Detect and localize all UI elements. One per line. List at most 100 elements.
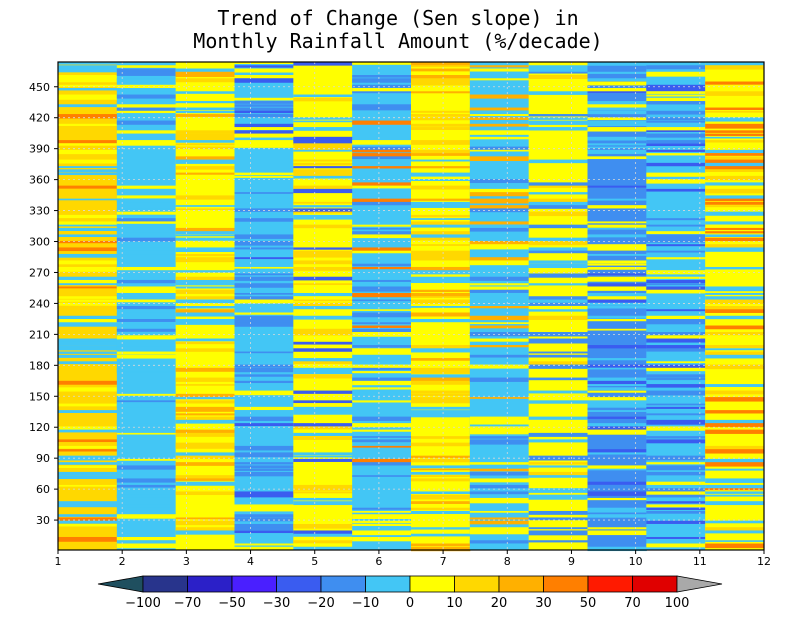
heatmap-stripe <box>116 65 177 68</box>
heatmap-stripe <box>411 543 471 547</box>
heatmap-stripe <box>705 123 765 129</box>
heatmap-stripe <box>587 244 647 250</box>
heatmap-stripe <box>293 205 353 208</box>
heatmap-stripe <box>234 75 294 79</box>
heatmap-stripe <box>352 536 412 542</box>
heatmap-stripe <box>705 227 765 231</box>
heatmap-stripe <box>411 62 471 67</box>
heatmap-stripe <box>352 400 412 403</box>
heatmap-stripe <box>175 143 235 146</box>
heatmap-stripe <box>646 91 706 94</box>
heatmap-stripe <box>469 345 530 348</box>
heatmap-stripe <box>234 65 294 68</box>
heatmap-stripe <box>293 136 353 141</box>
heatmap-stripe <box>646 536 706 539</box>
heatmap-stripe <box>705 478 765 483</box>
colorbar-high-arrow <box>676 575 723 593</box>
heatmap-stripe <box>469 179 530 184</box>
heatmap-stripe <box>646 361 706 364</box>
heatmap-stripe <box>175 338 235 342</box>
heatmap-stripe <box>646 283 706 286</box>
heatmap-stripe <box>646 465 706 471</box>
heatmap-stripe <box>352 364 412 370</box>
heatmap-stripe <box>175 445 235 449</box>
heatmap-stripe <box>293 299 353 302</box>
heatmap-stripe <box>293 546 353 551</box>
heatmap-stripe <box>58 449 118 452</box>
heatmap-stripe <box>587 260 647 264</box>
heatmap-stripe <box>352 250 412 254</box>
heatmap-stripe <box>58 484 118 487</box>
x-axis: 1 2 3 4 5 6 7 8 9 10 11 12 <box>55 550 771 568</box>
heatmap-stripe <box>234 208 294 212</box>
heatmap-stripe <box>469 416 530 421</box>
heatmap-stripe <box>58 387 118 392</box>
heatmap-stripe <box>528 309 588 312</box>
heatmap-stripe <box>411 374 471 379</box>
heatmap-stripe <box>293 185 353 190</box>
heatmap-stripe <box>352 185 412 189</box>
heatmap-stripe <box>469 364 530 369</box>
heatmap-stripe <box>293 361 353 365</box>
heatmap-stripe <box>528 91 588 95</box>
heatmap-stripe <box>116 514 177 519</box>
heatmap-stripe <box>411 68 471 72</box>
heatmap-stripe <box>175 231 235 235</box>
heatmap-stripe <box>705 65 765 70</box>
heatmap-stripe <box>587 104 647 109</box>
heatmap-stripe <box>705 299 765 305</box>
heatmap-stripe <box>175 78 235 83</box>
heatmap-stripe <box>352 439 412 443</box>
heatmap-stripe <box>528 416 588 420</box>
heatmap-stripe <box>469 510 530 513</box>
heatmap-stripe <box>175 413 235 416</box>
heatmap-column-month-5 <box>293 62 353 551</box>
heatmap-stripe <box>352 156 412 160</box>
heatmap-stripe <box>469 244 530 249</box>
heatmap-stripe <box>469 397 530 399</box>
heatmap-stripe <box>352 149 412 153</box>
heatmap-stripe <box>528 198 588 203</box>
heatmap-stripe <box>587 400 647 405</box>
heatmap-stripe <box>58 104 118 108</box>
heatmap-stripe <box>705 462 765 467</box>
heatmap-stripe <box>646 117 706 121</box>
heatmap-stripe <box>469 156 530 162</box>
heatmap-stripe <box>587 491 647 496</box>
y-tick-label: 330 <box>29 205 50 218</box>
heatmap-stripe <box>175 517 235 520</box>
heatmap-stripe <box>587 452 647 455</box>
heatmap-stripe <box>58 338 118 343</box>
heatmap-stripe <box>352 312 412 318</box>
heatmap-stripe <box>411 507 471 511</box>
heatmap-stripe <box>234 504 294 510</box>
heatmap-stripe <box>646 286 706 292</box>
heatmap-stripe <box>116 84 177 89</box>
heatmap-stripe <box>587 149 647 154</box>
heatmap-stripe <box>587 397 647 402</box>
heatmap-stripe <box>528 465 588 468</box>
heatmap-stripe <box>587 299 647 304</box>
heatmap-stripe <box>58 322 118 327</box>
heatmap-stripe <box>352 387 412 390</box>
heatmap-stripe <box>705 169 765 173</box>
heatmap-stripe <box>469 146 530 150</box>
heatmap-stripe <box>116 172 177 178</box>
heatmap-stripe <box>587 224 647 228</box>
heatmap-stripe <box>352 475 412 477</box>
heatmap-stripe <box>469 436 530 439</box>
heatmap-stripe <box>528 182 588 188</box>
heatmap-stripe <box>646 377 706 381</box>
heatmap-stripe <box>234 491 294 496</box>
heatmap-stripe <box>646 153 706 156</box>
heatmap-stripe <box>234 62 294 65</box>
heatmap-stripe <box>58 214 118 219</box>
heatmap-stripe <box>175 348 235 352</box>
heatmap-stripe <box>469 289 530 293</box>
heatmap-stripe <box>528 338 588 344</box>
heatmap-stripe <box>58 283 118 286</box>
heatmap-stripe <box>587 315 647 319</box>
heatmap-stripe <box>293 302 353 308</box>
heatmap-stripe <box>234 471 294 477</box>
heatmap-stripe <box>469 497 530 503</box>
